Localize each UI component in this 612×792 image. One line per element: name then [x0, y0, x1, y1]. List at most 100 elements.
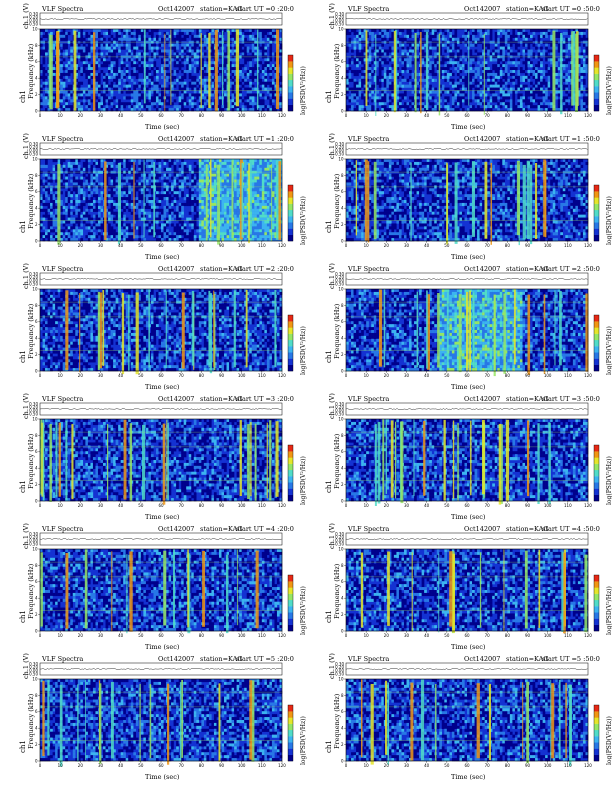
spectrogram-cell [577, 31, 581, 36]
spectrogram-cell [75, 188, 79, 192]
spectrogram-cell [115, 43, 119, 47]
spectrogram-cell [155, 29, 159, 33]
spectrogram-cell [381, 102, 385, 106]
spectrogram-cell [203, 84, 207, 88]
spectrogram-cell [176, 188, 179, 192]
spectrogram-cell [254, 105, 257, 109]
spectrogram-cell [562, 99, 566, 103]
spectrogram-cell [77, 191, 81, 195]
spectrogram-cell [85, 102, 89, 106]
spectrogram-cell [203, 235, 207, 239]
spectrogram-cell [363, 72, 367, 77]
spectrogram-cell [431, 70, 435, 74]
spectrogram-cell [206, 72, 210, 77]
spectrogram-cell [173, 176, 177, 180]
spectrogram-cell [45, 34, 48, 38]
spectrogram-cell [279, 90, 283, 94]
spectrogram-cell [451, 78, 455, 82]
spectrogram-cell [181, 43, 184, 47]
spectrogram-cell [191, 176, 194, 180]
spectrogram-cell [201, 78, 205, 82]
spectrogram-cell [130, 182, 134, 186]
spectrogram-cell [70, 105, 73, 109]
spectrogram-cell [186, 235, 189, 239]
spectrogram-cell [45, 75, 48, 79]
spectrogram-cell [155, 164, 159, 168]
spectrogram-cell [234, 72, 237, 77]
ch-tick-label: 0.00 [335, 18, 344, 23]
spectrogram-cell [274, 87, 278, 91]
spectrogram-cell [507, 90, 511, 94]
spectrogram-cell [123, 197, 126, 201]
spectrogram-cell [269, 93, 273, 97]
spectrogram-cell [80, 214, 84, 218]
spectrogram-cell [140, 31, 144, 36]
spectrogram-cell [514, 52, 518, 56]
spectrogram-cell [171, 182, 174, 186]
spectrogram-cell [95, 202, 99, 207]
spectrogram-cell [47, 220, 51, 224]
spectrogram-cell [135, 235, 139, 239]
spectrogram-cell [125, 159, 129, 163]
spectrogram-cell [181, 84, 184, 88]
spectrogram-cell [504, 31, 508, 36]
spectrogram-cell [55, 217, 58, 221]
spectrogram-cell [62, 159, 66, 163]
spectrogram-cell [125, 238, 129, 242]
spectrogram-cell [381, 58, 385, 62]
spectrogram-cell [196, 197, 200, 201]
spectrogram-cell [254, 93, 257, 97]
spectrogram-cell [246, 75, 250, 79]
spectrogram-cell [474, 72, 478, 77]
spectrogram-cell [507, 43, 511, 47]
spectrogram-cell [261, 31, 265, 36]
spectrogram-cell [150, 164, 154, 168]
spectrogram-cell [532, 67, 536, 71]
spectrogram-cell [201, 205, 205, 209]
spectrogram-cell [461, 99, 465, 103]
spectrogram-cell [140, 37, 144, 41]
spectrogram-cell [487, 102, 490, 106]
spectrogram-cell [249, 37, 252, 41]
spectrogram-cell [95, 81, 99, 85]
spectrogram-cell [153, 70, 157, 74]
spectrogram-cell [85, 235, 89, 239]
spectrogram-cell [504, 81, 508, 85]
time-axis-label: Time (sec) [451, 123, 485, 131]
spectrogram-cell [65, 90, 68, 94]
spectrogram-cell [507, 49, 511, 53]
spectrogram-cell [128, 226, 131, 230]
spectrogram-cell [401, 70, 405, 74]
spectrogram-cell [482, 64, 485, 68]
spectrogram-cell [158, 197, 162, 201]
spectrogram-cell [482, 108, 485, 112]
spectrogram-cell [40, 31, 43, 36]
spectrogram-cell [540, 81, 543, 85]
spectrogram-cell [87, 58, 91, 62]
spectrogram-cell [244, 67, 247, 71]
spectrogram-cell [155, 90, 159, 94]
spectrogram-cell [87, 191, 91, 195]
spectrogram-cell [449, 70, 453, 74]
spectrogram-cell [431, 96, 435, 100]
spectrogram-cell [130, 61, 134, 65]
spectrogram-cell [158, 194, 162, 198]
spectrogram-cell [557, 46, 561, 50]
spectrogram-cell [123, 173, 126, 177]
spectrogram-cell [545, 105, 548, 109]
spectrogram-cell [80, 70, 84, 74]
spectrogram-cell [67, 232, 71, 236]
spectrogram-cell [206, 37, 210, 41]
spectrogram-cell [40, 87, 43, 91]
spectrogram-cell [87, 34, 91, 38]
spectrogram-cell [366, 93, 369, 97]
spectrogram-cell [191, 34, 194, 38]
spectrogram-cell [67, 220, 71, 224]
spectrogram-cell [75, 72, 79, 77]
spectrogram-cell [206, 58, 210, 62]
spectrogram-cell [47, 108, 51, 112]
spectrogram-cell [451, 105, 455, 109]
spectrogram-cell [145, 81, 149, 85]
spectrogram-cell [198, 52, 202, 56]
spectrogram-cell [401, 52, 405, 56]
